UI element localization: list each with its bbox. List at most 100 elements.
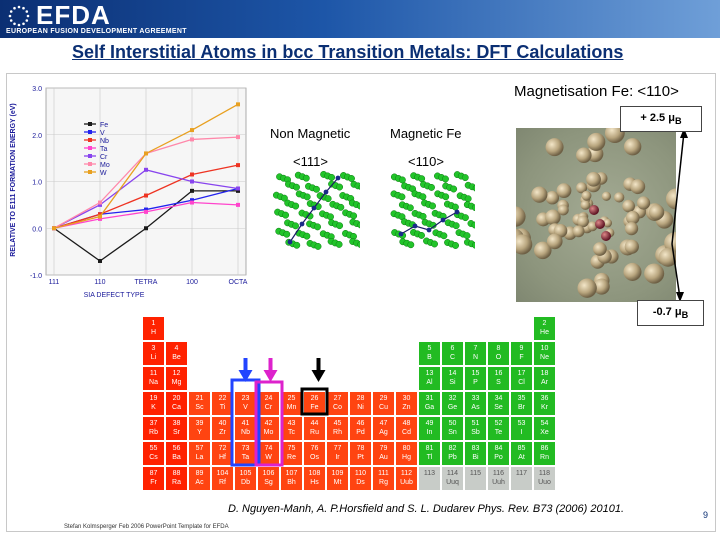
element-symbol: Uub [400, 479, 413, 486]
atomic-number: 28 [356, 395, 365, 402]
element-cell: 54 Xe [533, 416, 556, 441]
atom-sphere [593, 242, 607, 256]
atom [452, 222, 460, 230]
atomic-number: 88 [172, 470, 181, 477]
atom [358, 184, 360, 191]
atom-sphere [572, 225, 585, 238]
atomic-number: 106 [262, 470, 275, 477]
atom [336, 183, 344, 191]
content-frame [6, 73, 716, 532]
element-symbol: Rn [540, 454, 549, 461]
element-cell: 10 Ne [533, 341, 556, 366]
atom [357, 221, 360, 229]
bohr-magneton-subscript: B [674, 116, 682, 127]
fe-highlight [300, 387, 329, 416]
efda-header-banner: EFDA EUROPEAN FUSION DEVELOPMENT AGREEME… [0, 0, 720, 38]
element-symbol: Ds [356, 479, 365, 486]
periodic-table: 1 H 2 He 3 Li 4 Be 5 B 6 C 7 N 8 O 9 F 10 Ne 11 Na 12 Mg 13 Al 14 S… [142, 316, 556, 494]
atom [348, 175, 355, 182]
element-symbol: Fr [150, 479, 157, 486]
atom [293, 183, 300, 191]
citation: D. Nguyen-Manh, A. P.Horsfield and S. L.… [228, 503, 625, 515]
atomic-number: 109 [331, 470, 344, 477]
element-symbol: Te [494, 429, 503, 436]
element-cell: 29 Cu [372, 391, 395, 416]
legend-marker [88, 146, 92, 150]
atom-sphere [623, 262, 642, 281]
atom-sphere [587, 132, 606, 151]
atomic-number: 110 [354, 470, 367, 477]
atomic-number: 80 [402, 445, 411, 452]
element-symbol: P [473, 379, 478, 386]
atomic-number: 13 [425, 370, 434, 377]
element-symbol: La [195, 454, 204, 461]
element-symbol: Rb [149, 429, 158, 436]
legend-marker [88, 130, 92, 134]
atom [324, 195, 332, 203]
magnetic-fe-label: Magnetic Fe [390, 126, 462, 141]
element-cell: 77 Ir [326, 441, 349, 466]
atom [419, 212, 427, 220]
element-cell: 21 Sc [188, 391, 211, 416]
slide-title: Self Interstitial Atoms in bcc Transitio… [72, 42, 624, 62]
element-cell: 108 Hs [303, 466, 326, 491]
element-symbol: Ca [172, 404, 181, 411]
atom [418, 231, 425, 239]
atom-sphere [630, 179, 646, 195]
atom [292, 202, 300, 210]
element-cell: 88 Ra [165, 466, 188, 491]
element-symbol: Nb [241, 429, 250, 436]
defect-atom [440, 217, 446, 223]
element-cell: 112 Uub [395, 466, 418, 491]
atom [463, 232, 471, 240]
data-point-fe [236, 188, 240, 193]
element-symbol: Ac [195, 479, 204, 486]
element-symbol: At [518, 454, 525, 461]
element-symbol: Hs [310, 479, 319, 486]
nonmagnetic-111-structure-diagram [272, 170, 360, 250]
element-cell: 13 Al [418, 366, 441, 391]
moment-min-box: -0.7 μB [637, 300, 704, 326]
legend-marker [88, 138, 92, 142]
atom [328, 173, 336, 181]
data-point-fe [190, 188, 194, 193]
x-axis-label: SIA DEFECT TYPE [84, 292, 145, 299]
atom-sphere [546, 233, 563, 250]
data-point-cr [98, 202, 102, 207]
atom-sphere [636, 196, 651, 210]
data-point-cr [190, 179, 194, 184]
moment-min-value: -0.7 μ [652, 306, 682, 318]
atomic-number: 40 [218, 420, 227, 427]
element-symbol: Mn [286, 404, 297, 411]
atom [398, 176, 406, 184]
legend-marker [88, 154, 92, 158]
atomic-number: 44 [310, 420, 319, 427]
element-cell: 12 Mg [165, 366, 188, 391]
legend-label: Cr [100, 154, 108, 161]
atomic-number: 114 [446, 470, 459, 477]
atomic-number: 84 [494, 445, 503, 452]
atomic-number: 74 [264, 445, 273, 452]
element-symbol: B [427, 354, 432, 361]
element-symbol: He [540, 329, 549, 336]
atomic-number: 117 [515, 470, 528, 477]
defect-atom [287, 239, 293, 245]
element-symbol: Hf [219, 454, 226, 461]
legend-marker [88, 122, 92, 126]
formation-energy-chart: -1.0 0.0 1.0 2.0 3.0 111 110 TETRA 100 OCTA FeVN… [10, 86, 248, 299]
legend-label: Nb [100, 138, 109, 145]
atomic-number: 41 [241, 420, 250, 427]
element-symbol: V [243, 404, 248, 411]
atom-sphere [531, 186, 548, 203]
atom-sphere [581, 190, 592, 201]
atomic-number: 21 [195, 395, 204, 402]
element-cell: 34 Se [487, 391, 510, 416]
element-cell: 47 Ag [372, 416, 395, 441]
atom-sphere [624, 221, 639, 236]
element-symbol: Xe [540, 429, 549, 436]
data-point-cr [144, 167, 148, 172]
atomic-number: 82 [448, 445, 457, 452]
atomic-number: 36 [540, 395, 549, 402]
